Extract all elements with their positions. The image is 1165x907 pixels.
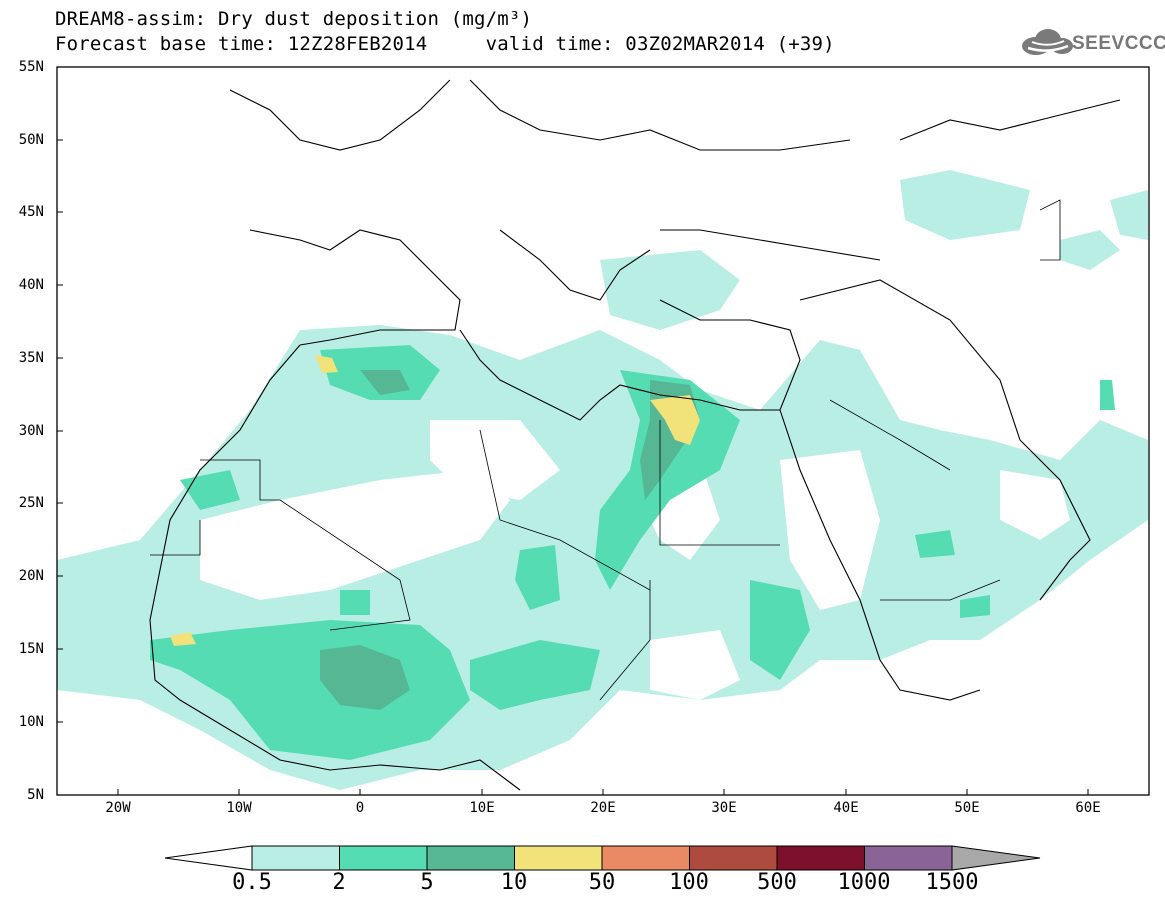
- legend-label-50: 50: [588, 870, 616, 895]
- legend-label-0-5: 0.5: [232, 870, 272, 895]
- logo-text: SEEVCCC: [1072, 33, 1165, 54]
- axis-ticks: [57, 66, 1089, 795]
- lat-label-40n: 40N: [18, 277, 44, 293]
- lon-label-60e: 60E: [1075, 800, 1101, 816]
- legend-arrow-high: [951, 845, 1041, 871]
- map-title: DREAM8-assim: Dry dust deposition (mg/m³…: [55, 8, 533, 30]
- lat-label-20n: 20N: [18, 568, 44, 584]
- legend-label-10: 10: [500, 870, 528, 895]
- legend-box-2: [426, 845, 515, 871]
- country-borders: [150, 199, 1061, 701]
- lat-label-45n: 45N: [18, 204, 44, 220]
- lon-label-20e: 20E: [590, 800, 616, 816]
- legend-box-3: [514, 845, 603, 871]
- lon-label-20w: 20W: [105, 800, 131, 816]
- legend-label-100: 100: [669, 870, 709, 895]
- lon-label-50e: 50E: [954, 800, 980, 816]
- legend-box-4: [601, 845, 690, 871]
- lon-label-30e: 30E: [711, 800, 737, 816]
- lon-label-0: 0: [355, 800, 365, 816]
- legend-box-7: [864, 845, 953, 871]
- cloud-icon: [1022, 29, 1073, 55]
- legend-boxes: [251, 845, 953, 871]
- legend-box-0: [251, 845, 340, 871]
- lat-label-25n: 25N: [18, 495, 44, 511]
- lon-label-40e: 40E: [833, 800, 859, 816]
- lon-label-10w: 10W: [226, 800, 252, 816]
- legend-box-6: [776, 845, 865, 871]
- legend-box-5: [689, 845, 778, 871]
- legend-label-500: 500: [757, 870, 797, 895]
- legend-label-2: 2: [332, 870, 346, 895]
- lat-label-5n: 5N: [27, 787, 44, 803]
- lat-label-35n: 35N: [18, 350, 44, 366]
- forecast-time-subtitle: Forecast base time: 12Z28FEB2014 valid t…: [55, 33, 835, 55]
- lon-label-10e: 10E: [469, 800, 495, 816]
- lat-label-30n: 30N: [18, 423, 44, 439]
- dust-contour-medium: [150, 345, 1115, 760]
- lat-label-15n: 15N: [18, 641, 44, 657]
- seevccc-logo: [1022, 29, 1073, 55]
- lat-label-55n: 55N: [18, 59, 44, 75]
- legend-label-1000: 1000: [837, 870, 891, 895]
- coastlines: [149, 79, 1121, 791]
- dust-contour-high: [170, 355, 700, 646]
- no-dust-areas: [200, 420, 1070, 700]
- legend-label-5: 5: [420, 870, 434, 895]
- lat-label-50n: 50N: [18, 132, 44, 148]
- legend-label-1500: 1500: [925, 870, 979, 895]
- legend-arrow-low: [164, 845, 253, 871]
- legend-box-1: [339, 845, 428, 871]
- lat-label-10n: 10N: [18, 714, 44, 730]
